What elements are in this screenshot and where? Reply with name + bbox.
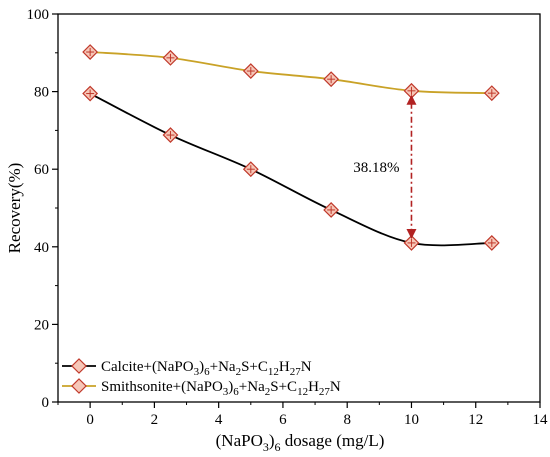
x-axis-title: (NaPO3)6 dosage (mg/L)	[216, 431, 385, 454]
x-tick-label: 14	[533, 412, 549, 428]
legend-marker-calcite	[71, 358, 87, 374]
plot-frame	[57, 13, 541, 403]
y-tick-label: 80	[34, 85, 49, 101]
legend-label-smithsonite: Smithsonite+(NaPO3)6+Na2S+C12H27N	[101, 379, 341, 398]
y-axis-title: Recovery(%)	[5, 163, 24, 254]
series-line-1	[90, 51, 492, 95]
series-line-0	[89, 92, 492, 247]
y-tick-label: 0	[42, 395, 50, 411]
annotation-arrowhead-up	[406, 94, 417, 105]
y-tick-label: 100	[27, 7, 50, 23]
y-tick-label: 20	[34, 317, 49, 333]
x-tick-label: 4	[215, 412, 223, 428]
legend: Calcite+(NaPO3)6+Na2S+C12H27N Smithsonit…	[62, 358, 341, 398]
y-tick-label: 60	[34, 162, 49, 178]
legend-label-calcite: Calcite+(NaPO3)6+Na2S+C12H27N	[101, 359, 312, 378]
x-tick-label: 12	[468, 412, 483, 428]
x-tick-label: 8	[343, 412, 351, 428]
x-tick-label: 2	[151, 412, 159, 428]
x-tick-label: 6	[279, 412, 287, 428]
y-tick-label: 40	[34, 240, 49, 256]
plot-area: 0 2 4 6 8 10 12 14 0 20 40 60 80 100 38.18%	[27, 7, 549, 428]
legend-item-smithsonite: Smithsonite+(NaPO3)6+Na2S+C12H27N	[62, 378, 341, 398]
legend-marker-smithsonite	[71, 378, 87, 394]
x-tick-label: 10	[404, 412, 419, 428]
annotation-arrowhead-down	[406, 229, 417, 240]
legend-item-calcite: Calcite+(NaPO3)6+Na2S+C12H27N	[62, 358, 312, 378]
x-tick-label: 0	[86, 412, 94, 428]
annotation-label: 38.18%	[353, 160, 399, 176]
